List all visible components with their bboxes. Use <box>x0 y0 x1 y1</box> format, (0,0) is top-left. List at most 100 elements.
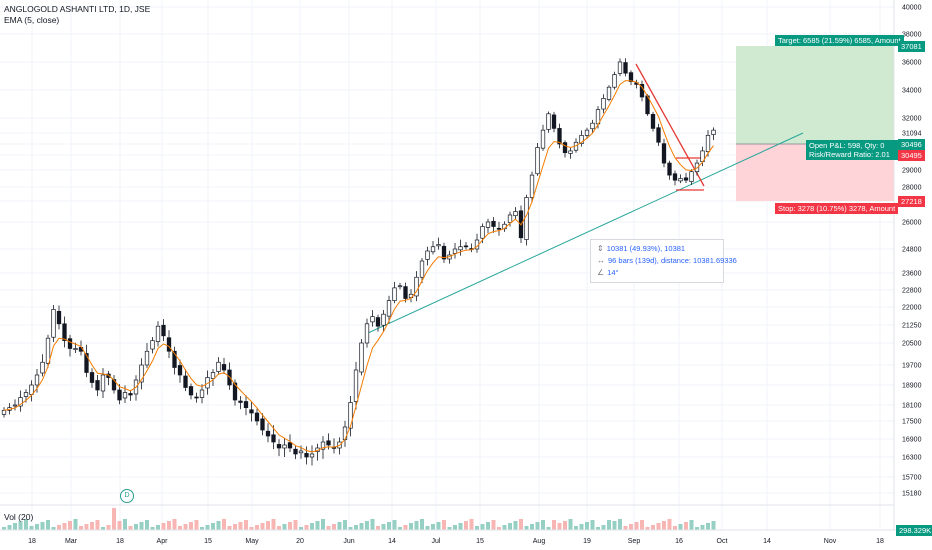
volume-bar <box>348 527 353 530</box>
volume-legend[interactable]: Vol (20) <box>4 512 34 522</box>
open-pnl-label[interactable]: Open P&L: 598, Qty: 0 Risk/Reward Ratio:… <box>806 140 900 160</box>
candle <box>144 343 150 369</box>
volume-bar <box>304 525 309 530</box>
candle <box>199 384 205 404</box>
volume-bar <box>678 524 683 530</box>
volume-bar <box>552 520 556 530</box>
target-zone[interactable] <box>736 46 894 144</box>
volume-bar <box>343 520 347 530</box>
candle <box>45 334 51 368</box>
price-axis-label: 23600 <box>902 271 922 278</box>
volume-bar <box>134 524 138 530</box>
candle <box>617 58 623 77</box>
time-axis-label: Mar <box>65 538 78 545</box>
time-axis: 18 Mar 18 Apr 15 May 20 Jun 14 Jul 15 Aug 19 Sep 16 Oct… <box>28 538 884 545</box>
candle <box>441 242 447 263</box>
volume-bar <box>425 526 430 530</box>
volume-bar <box>216 521 221 530</box>
volume-bar <box>205 525 210 530</box>
volume-bar <box>156 525 160 530</box>
range-icon: ⇕ <box>597 244 604 253</box>
volume-bar <box>189 522 193 530</box>
candle <box>425 246 430 266</box>
volume-bar <box>18 521 23 530</box>
volume-bar <box>178 526 182 530</box>
candle <box>661 138 667 168</box>
candle <box>463 241 469 250</box>
candle <box>656 123 661 146</box>
candle <box>430 241 436 255</box>
time-axis-label: 16 <box>675 538 683 545</box>
volume-bar <box>29 526 34 530</box>
volume-bar <box>200 527 204 530</box>
pnl-price-tag: 30496 <box>898 139 925 150</box>
volume-bar <box>711 521 716 530</box>
candle <box>40 354 45 377</box>
candle <box>128 390 133 401</box>
time-axis-label: Aug <box>533 538 546 545</box>
time-axis-label: Nov <box>824 538 837 545</box>
candle <box>62 316 67 348</box>
candle <box>359 339 364 376</box>
candle <box>271 425 276 450</box>
volume-bar <box>662 521 666 530</box>
candle <box>397 282 403 290</box>
volume-bar <box>24 519 28 530</box>
price-axis-label: 20500 <box>902 341 922 348</box>
volume-bar <box>601 525 606 530</box>
volume-bar <box>640 520 644 530</box>
candle <box>375 314 381 332</box>
volume-bar <box>68 521 72 530</box>
volume-bar <box>112 508 116 530</box>
candle <box>601 94 606 114</box>
candle <box>502 221 507 232</box>
volume-bar <box>403 525 408 530</box>
volume-bar <box>535 522 540 530</box>
price-axis-label: 22000 <box>902 305 922 312</box>
volume-bar <box>420 519 424 530</box>
candle <box>711 127 716 141</box>
candle <box>485 218 491 233</box>
trend-line[interactable] <box>367 132 804 334</box>
candle <box>606 85 612 102</box>
volume-bar <box>656 523 661 530</box>
volume-bar <box>376 526 380 530</box>
open-pnl-text: Open P&L: 598, Qty: 0 <box>809 141 885 150</box>
dividend-event-icon[interactable]: D <box>120 489 134 503</box>
candle <box>221 357 227 374</box>
volume-bar <box>255 525 259 530</box>
volume-bar <box>167 521 171 530</box>
volume-bar <box>73 519 78 530</box>
volume-bar <box>57 525 61 530</box>
candle <box>678 174 683 184</box>
candle <box>496 221 502 236</box>
ema-legend[interactable]: EMA (5, close) <box>4 15 60 25</box>
candle <box>254 408 260 426</box>
target-label[interactable]: Target: 6585 (21.59%) 6585, Amount <box>775 35 904 46</box>
volume-bar <box>139 522 144 530</box>
volume-bar <box>546 527 551 530</box>
volume-bar <box>332 524 336 530</box>
time-axis-label: 18 <box>116 538 124 545</box>
volume-bar <box>161 523 166 530</box>
volume-bar <box>315 521 320 530</box>
candle <box>95 374 100 397</box>
price-axis-label: 15180 <box>902 491 922 498</box>
volume-bar <box>508 523 512 530</box>
volume-bar <box>436 522 441 530</box>
candle <box>260 413 265 436</box>
volume-bar <box>618 519 622 530</box>
volume-bar <box>90 522 94 530</box>
candle <box>381 309 386 332</box>
measure-range: 10381 (49.93%), 10381 <box>606 244 686 253</box>
candle <box>513 207 518 220</box>
candle <box>590 119 595 133</box>
down-trend-line[interactable] <box>635 63 705 187</box>
stop-label[interactable]: Stop: 3278 (10.75%) 3278, Amount <box>775 203 899 214</box>
candle <box>639 80 645 102</box>
volume-bar <box>524 526 529 530</box>
symbol-legend[interactable]: ANGLOGOLD ASHANTI LTD, 1D, JSE <box>4 4 151 14</box>
volume-bar <box>145 520 149 530</box>
candle <box>628 70 634 86</box>
